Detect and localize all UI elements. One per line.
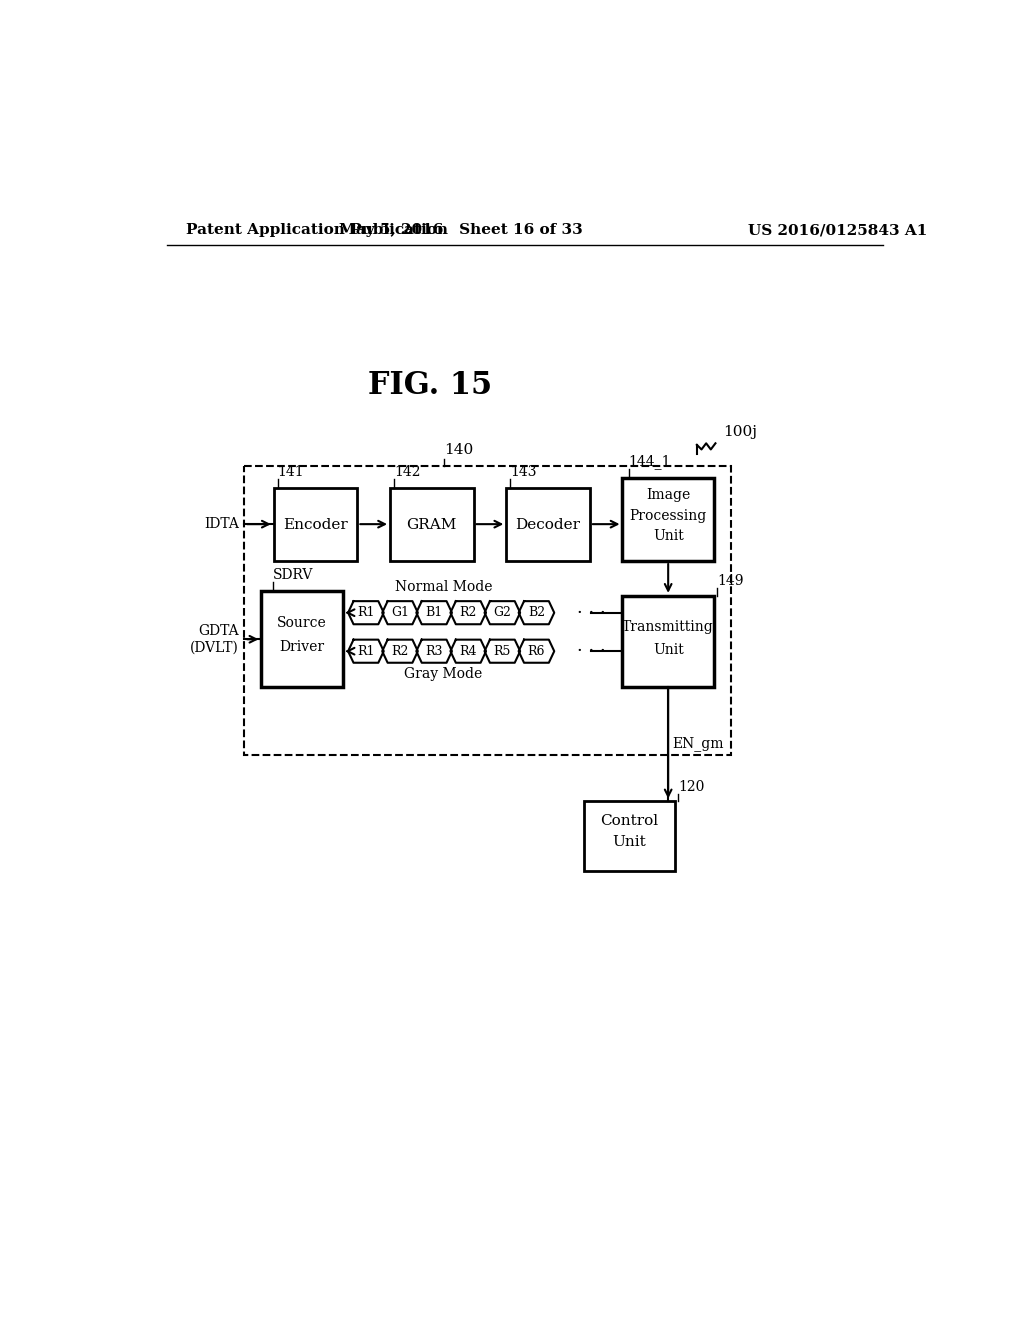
Text: R6: R6 — [527, 644, 545, 657]
Polygon shape — [382, 601, 418, 624]
Text: Gray Mode: Gray Mode — [404, 668, 482, 681]
Text: Transmitting: Transmitting — [623, 619, 714, 634]
Polygon shape — [518, 640, 554, 663]
FancyBboxPatch shape — [584, 801, 675, 871]
Polygon shape — [417, 601, 452, 624]
FancyBboxPatch shape — [623, 595, 714, 686]
Text: R4: R4 — [460, 644, 477, 657]
Text: Processing: Processing — [630, 508, 707, 523]
Text: R1: R1 — [357, 606, 375, 619]
Text: Patent Application Publication: Patent Application Publication — [186, 223, 449, 238]
Text: R2: R2 — [460, 606, 477, 619]
Text: R2: R2 — [391, 644, 409, 657]
Text: · · ·: · · · — [577, 603, 605, 622]
Text: Decoder: Decoder — [515, 517, 581, 532]
Text: 144_1: 144_1 — [629, 454, 671, 469]
Text: B2: B2 — [527, 606, 545, 619]
Text: · · ·: · · · — [577, 643, 605, 660]
Text: US 2016/0125843 A1: US 2016/0125843 A1 — [748, 223, 928, 238]
Text: 100j: 100j — [723, 425, 757, 438]
Text: G1: G1 — [391, 606, 409, 619]
Text: FIG. 15: FIG. 15 — [369, 370, 493, 401]
Text: R5: R5 — [494, 644, 511, 657]
Polygon shape — [484, 601, 520, 624]
Text: 141: 141 — [278, 465, 304, 479]
Polygon shape — [451, 601, 486, 624]
Polygon shape — [382, 640, 418, 663]
Text: Source: Source — [278, 616, 327, 631]
FancyBboxPatch shape — [623, 478, 714, 561]
Polygon shape — [451, 640, 486, 663]
Polygon shape — [518, 601, 554, 624]
Polygon shape — [348, 601, 384, 624]
Text: G2: G2 — [494, 606, 511, 619]
Text: 120: 120 — [678, 780, 705, 793]
Text: 142: 142 — [394, 465, 420, 479]
Text: B1: B1 — [426, 606, 442, 619]
Text: IDTA: IDTA — [204, 517, 239, 531]
Text: 140: 140 — [444, 444, 473, 457]
Text: May 5, 2016   Sheet 16 of 33: May 5, 2016 Sheet 16 of 33 — [339, 223, 583, 238]
Text: Unit: Unit — [612, 836, 646, 849]
Text: Unit: Unit — [653, 529, 684, 544]
FancyBboxPatch shape — [273, 488, 357, 561]
Polygon shape — [484, 640, 520, 663]
FancyBboxPatch shape — [390, 488, 474, 561]
Text: GDTA
(DVLT): GDTA (DVLT) — [189, 624, 239, 655]
Text: R3: R3 — [425, 644, 442, 657]
Text: Unit: Unit — [653, 643, 684, 656]
Text: Driver: Driver — [280, 640, 325, 653]
Text: 149: 149 — [717, 574, 743, 589]
Text: Normal Mode: Normal Mode — [394, 581, 493, 594]
Polygon shape — [348, 640, 384, 663]
Text: EN_gm: EN_gm — [672, 737, 724, 751]
Text: GRAM: GRAM — [407, 517, 457, 532]
Text: Image: Image — [646, 488, 690, 502]
FancyBboxPatch shape — [261, 591, 343, 688]
FancyBboxPatch shape — [506, 488, 590, 561]
Text: 143: 143 — [510, 465, 537, 479]
Text: Encoder: Encoder — [284, 517, 348, 532]
Text: Control: Control — [600, 813, 658, 828]
Text: SDRV: SDRV — [273, 568, 313, 582]
Text: R1: R1 — [357, 644, 375, 657]
Polygon shape — [417, 640, 452, 663]
